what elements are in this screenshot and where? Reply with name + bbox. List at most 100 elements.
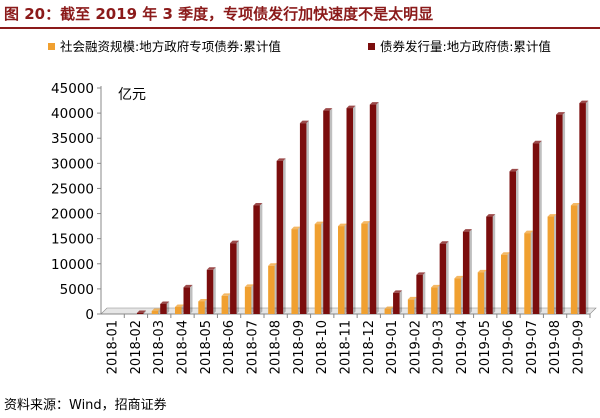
bar-front: [291, 229, 298, 314]
bar-top: [416, 272, 426, 275]
legend-swatch-orange: [48, 43, 55, 50]
bar-top: [361, 221, 371, 224]
chart-bars: [136, 100, 589, 315]
bar-front: [253, 205, 260, 314]
bar-front: [338, 226, 345, 314]
bar-top: [230, 240, 240, 244]
bar-special-bonds: [361, 221, 371, 314]
bar-top: [268, 263, 278, 266]
x-tick-label: 2019-03: [432, 320, 447, 374]
bar-front: [439, 243, 447, 314]
bar-front: [346, 108, 353, 314]
bar-top: [346, 105, 356, 109]
bar-local-gov-bonds: [369, 102, 379, 314]
bar-special-bonds: [151, 308, 161, 314]
bar-top: [221, 293, 231, 296]
bar-front: [183, 287, 190, 314]
bar-side: [306, 120, 309, 315]
legend-label: 债券发行量:地方政府债:累计值: [380, 39, 551, 54]
bar-top: [198, 298, 208, 302]
figure-title: 图 20：截至 2019 年 3 季度，专项债发行加快速度不是太明显: [4, 5, 434, 23]
x-tick-label: 2019-02: [408, 320, 423, 374]
bar-front: [361, 223, 368, 314]
bar-local-gov-bonds: [183, 284, 193, 314]
y-tick-label: 15000: [51, 232, 94, 248]
bar-front: [276, 160, 284, 314]
bar-front: [579, 103, 586, 314]
bar-special-bonds: [268, 263, 278, 314]
bar-top: [431, 284, 441, 288]
source-note: 资料来源：Wind，招商证券: [4, 398, 167, 413]
bar-side: [283, 158, 286, 314]
bar-top: [501, 252, 510, 255]
bar-side: [516, 168, 519, 314]
x-tick-label: 2018-12: [362, 320, 377, 374]
x-tick-label: 2019-05: [478, 320, 493, 374]
bar-special-bonds: [407, 296, 417, 314]
bar-top: [532, 140, 542, 144]
bar-local-gov-bonds: [509, 168, 519, 314]
bar-side: [181, 304, 184, 314]
x-tick-label: 2018-02: [129, 320, 144, 374]
bar-special-bonds: [175, 304, 184, 314]
x-tick-label: 2018-04: [176, 320, 191, 374]
bar-front: [175, 306, 182, 314]
bar-top: [509, 168, 519, 172]
chart-legend: 社会融资规模:地方政府专项债券:累计值 债券发行量:地方政府债:累计值: [48, 38, 596, 56]
x-tick-label: 2019-08: [548, 320, 563, 374]
x-tick-label: 2018-08: [269, 320, 284, 374]
bar-side: [166, 301, 170, 314]
bar-front: [501, 254, 508, 314]
bar-top: [462, 229, 472, 232]
bar-front: [462, 231, 470, 314]
bar-side: [236, 240, 240, 314]
bar-side: [143, 310, 146, 314]
bar-side: [469, 229, 472, 314]
bar-top: [299, 120, 309, 124]
bar-side: [321, 221, 324, 314]
bar-side: [446, 241, 449, 314]
bar-local-gov-bonds: [346, 105, 356, 314]
bar-top: [183, 284, 193, 288]
bar-front: [416, 274, 423, 314]
bar-top: [384, 306, 394, 309]
bar-local-gov-bonds: [299, 120, 309, 315]
legend-item-special-bonds: 社会融资规模:地方政府专项债券:累计值: [48, 38, 281, 56]
bar-side: [190, 284, 193, 314]
bar-special-bonds: [314, 221, 324, 314]
y-tick-label: 5000: [60, 282, 94, 298]
bar-front: [556, 114, 563, 314]
bar-top: [486, 214, 496, 217]
bar-side: [297, 226, 301, 314]
bar-special-bonds: [547, 214, 557, 314]
bar-front: [384, 308, 392, 314]
y-axis-unit-label: 亿元: [118, 87, 146, 103]
bar-top: [151, 308, 161, 311]
bar-top: [160, 301, 170, 304]
bar-local-gov-bonds: [416, 272, 426, 314]
bar-front: [198, 301, 205, 314]
bar-top: [206, 267, 216, 270]
bar-local-gov-bonds: [206, 267, 216, 314]
bar-front: [532, 143, 540, 314]
bar-side: [460, 275, 464, 314]
bar-side: [437, 284, 441, 314]
y-tick-label: 45000: [51, 81, 94, 97]
bar-local-gov-bonds: [253, 203, 263, 314]
bar-front: [393, 292, 400, 314]
x-tick-label: 2019-04: [455, 320, 470, 374]
bar-side: [562, 112, 566, 314]
y-tick-label: 40000: [51, 106, 94, 122]
bar-front: [486, 216, 493, 314]
bar-front: [407, 299, 415, 314]
bar-front: [221, 295, 229, 314]
bar-side: [492, 214, 496, 314]
bar-side: [344, 223, 347, 314]
bar-top: [314, 221, 324, 225]
y-tick-label: 30000: [51, 156, 94, 172]
x-tick-label: 2019-07: [525, 320, 540, 374]
y-tick-label: 35000: [51, 131, 94, 147]
bar-top: [477, 269, 487, 273]
x-tick-label: 2019-09: [571, 320, 586, 374]
x-tick-label: 2018-06: [222, 320, 237, 374]
